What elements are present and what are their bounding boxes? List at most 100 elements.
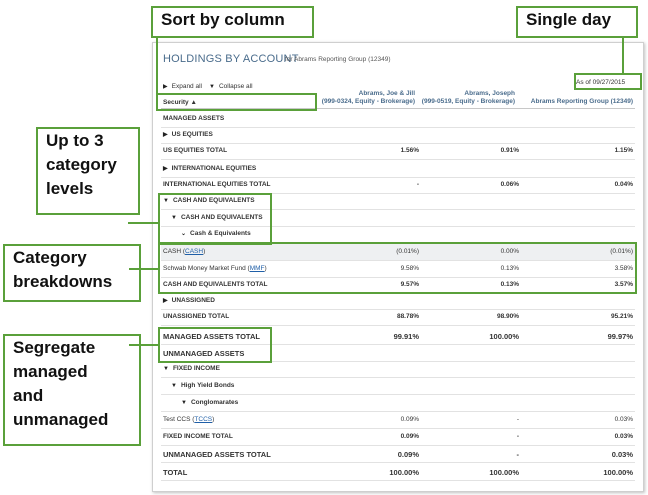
row-label-text: MANAGED ASSETS TOTAL [163,332,260,341]
callout-connector-single-day [622,36,624,74]
table-row[interactable]: ▼ High Yield Bonds [161,378,635,395]
column-header-reporting-group[interactable]: Abrams Reporting Group (12349) [515,98,633,106]
row-label: MANAGED ASSETS TOTAL [163,332,260,341]
value-cell-v3: (0.01%) [610,248,633,255]
column-header-joseph[interactable]: Abrams, Joseph (999-0519, Equity - Broke… [403,90,515,106]
callout-connector-sort [156,36,158,94]
column-header-joe-jill[interactable]: Abrams, Joe & Jill (999-0324, Equity - B… [303,90,415,106]
row-label: ▶ INTERNATIONAL EQUITIES [163,165,256,172]
value-cell-v2: - [516,450,520,459]
collapse-row-icon[interactable]: ⌄ [181,231,187,237]
callout-single-day-text: Single day [526,10,612,29]
value-cell-v3: 95.21% [610,313,633,320]
value-cell-v1: 9.57% [400,281,419,288]
row-label: CASH AND EQUIVALENTS TOTAL [163,281,267,288]
highlight-sort-column [156,93,317,111]
value-cell-v1: (0.01%) [396,248,419,255]
row-label: UNMANAGED ASSETS [163,349,244,358]
row-label-text: INTERNATIONAL EQUITIES TOTAL [163,181,271,188]
value-cell-v1: 100.00% [389,468,419,477]
row-label: CASH (CASH) [163,248,205,255]
callout-breakdowns-line-2: breakdowns [13,272,113,291]
table-row[interactable]: ▶ UNASSIGNED [161,293,635,310]
table-row: INTERNATIONAL EQUITIES TOTAL - 0.06% 0.04% [161,177,635,194]
table-row[interactable]: ▼ FIXED INCOME [161,361,635,378]
highlight-segregate [158,327,272,363]
row-label-text: UNASSIGNED [171,297,215,304]
table-row[interactable]: ▼ Conglomarates [161,395,635,412]
value-cell-v3: 0.03% [611,450,633,459]
callout-levels-line-3: levels [46,179,94,198]
value-cell-v2: 0.91% [500,147,519,154]
row-label-text: Cash & Equivalents [190,230,251,237]
value-cell-v3: 0.03% [614,416,633,423]
value-cell-v1: 0.09% [397,450,419,459]
expand-all-label: Expand all [171,83,202,90]
collapse-row-icon[interactable]: ▼ [163,198,169,204]
expand-all-button[interactable]: ▶ Expand all [163,83,202,90]
collapse-row-icon[interactable]: ▼ [163,366,169,372]
value-cell-v1: 99.91% [393,332,419,341]
value-cell-v1: 9.58% [400,265,419,272]
collapse-all-button[interactable]: ▼ Collapse all [209,83,253,90]
row-label: MANAGED ASSETS [163,115,224,122]
row-label-text: UNMANAGED ASSETS TOTAL [163,450,271,459]
table-row: MANAGED ASSETS [161,111,635,128]
value-cell-v3: 3.58% [614,265,633,272]
value-cell-v2: 0.13% [500,281,519,288]
row-label-suffix: ) [212,416,215,423]
row-label: Schwab Money Market Fund (MMF) [163,265,267,272]
sort-ascending-icon: ▲ [190,99,197,106]
row-label-text: CASH AND EQUIVALENTS [172,197,255,204]
row-label-text: UNMANAGED ASSETS [163,349,245,358]
row-label: TOTAL [163,468,187,477]
value-cell-v3: 1.15% [614,147,633,154]
header-divider [161,108,635,109]
symbol-link[interactable]: CASH [185,248,204,255]
row-label-text: Conglomarates [190,399,239,406]
symbol-link[interactable]: MMF [249,265,265,272]
column-header-joseph-account: (999-0519, Equity - Brokerage) [421,98,515,105]
expand-row-icon[interactable]: ▶ [163,166,168,172]
callout-category-breakdowns: Category breakdowns [3,244,141,302]
security-column-label: Security [163,99,189,106]
collapse-row-icon[interactable]: ▼ [171,215,177,221]
table-row: UNMANAGED ASSETS TOTAL 0.09% - 0.03% [161,446,635,463]
value-cell-v3: 0.04% [614,181,633,188]
value-cell-v2: 98.90% [496,313,519,320]
table-row[interactable]: ▼ CASH AND EQUIVALENTS [161,210,635,227]
row-label-text: US EQUITIES TOTAL [163,147,228,154]
collapse-all-label: Collapse all [218,83,253,90]
report-subtitle: for Abrams Reporting Group (12349) [285,56,391,63]
symbol-link[interactable]: TCCS [194,416,213,423]
row-label-text: CASH ( [163,248,186,255]
table-row: FIXED INCOME TOTAL 0.09% - 0.03% [161,429,635,446]
expand-row-icon[interactable]: ▶ [163,298,168,304]
collapse-row-icon[interactable]: ▼ [171,383,177,389]
highlight-as-of-date [574,73,642,90]
value-cell-v2: 0.00% [500,248,519,255]
row-label-text: Test CCS ( [163,416,195,423]
value-cell-v1: 1.56% [400,147,419,154]
security-column-header[interactable]: Security ▲ [163,99,197,106]
callout-connector-segregate [129,344,159,346]
row-label: US EQUITIES TOTAL [163,147,227,154]
row-label-text: INTERNATIONAL EQUITIES [171,165,257,172]
row-label-text: Schwab Money Market Fund ( [163,265,250,272]
value-cell-v2: 100.00% [489,332,519,341]
table-row[interactable]: ▶ US EQUITIES [161,127,635,144]
value-cell-v2: 0.13% [500,265,519,272]
row-label-text: TOTAL [163,468,188,477]
row-label: ▼ CASH AND EQUIVALENTS [163,197,255,204]
row-label-text: US EQUITIES [171,131,213,138]
table-row[interactable]: ▼ CASH AND EQUIVALENTS [161,193,635,210]
row-label-text: FIXED INCOME TOTAL [163,433,233,440]
as-of-date[interactable]: As of 09/27/2015 [576,79,626,86]
collapse-row-icon[interactable]: ▼ [181,400,187,406]
row-label: ▼ Conglomarates [181,399,238,406]
table-row[interactable]: ▶ INTERNATIONAL EQUITIES [161,161,635,178]
column-header-joe-jill-account: (999-0324, Equity - Brokerage) [321,98,415,105]
table-row: MANAGED ASSETS TOTAL 99.91% 100.00% 99.97% [161,328,635,345]
expand-row-icon[interactable]: ▶ [163,132,168,138]
row-label: UNMANAGED ASSETS TOTAL [163,450,271,459]
